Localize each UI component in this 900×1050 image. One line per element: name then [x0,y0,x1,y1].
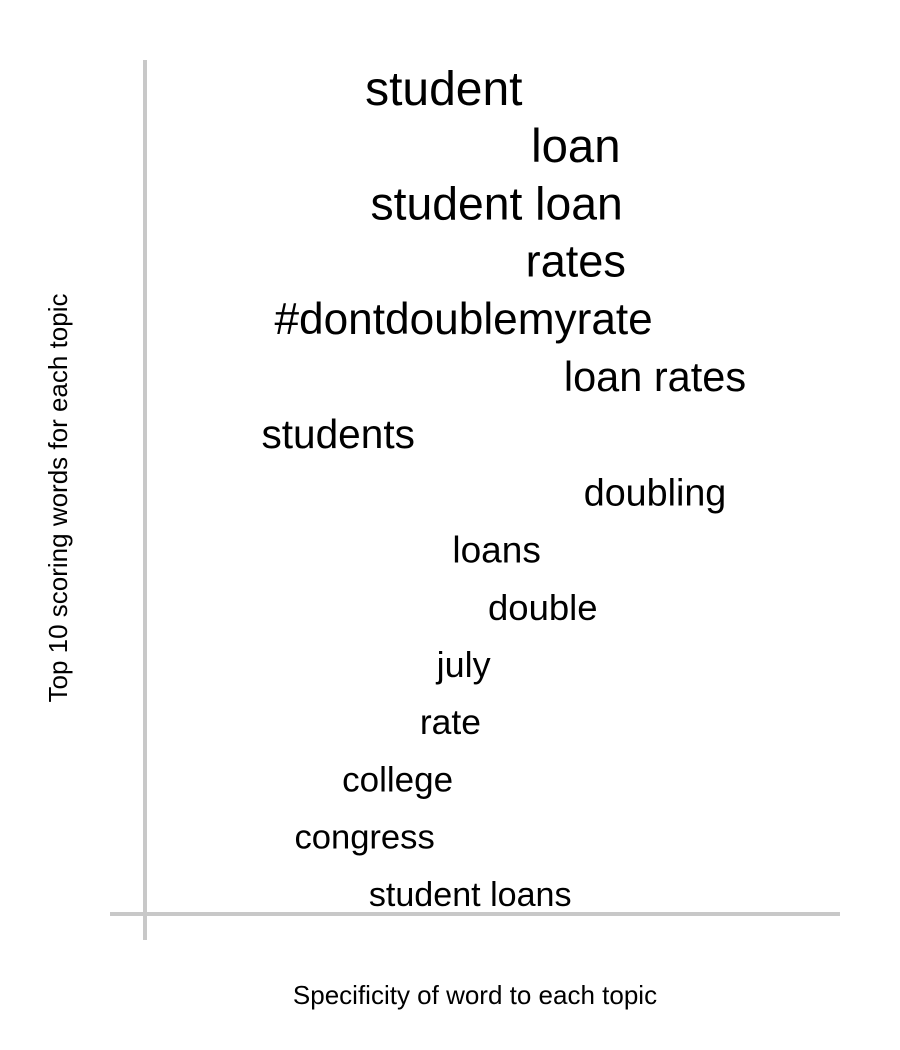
word-13: college [342,760,453,799]
word-1: student [365,63,522,116]
word-8: doubling [584,471,727,513]
word-14: congress [294,819,434,857]
word-11: july [436,644,491,685]
word-6: loan rates [564,353,746,400]
word-7: students [261,411,414,457]
word-3: student loan [370,177,622,229]
x-axis-label: Specificity of word to each topic [293,980,657,1010]
word-5: #dontdoublemyrate [274,295,652,344]
word-9: loans [452,530,540,571]
word-10: double [488,587,598,628]
word-4: rates [526,236,626,287]
word-15: student loans [369,876,572,914]
y-axis-label: Top 10 scoring words for each topic [43,294,73,703]
word-2: loan [531,120,620,173]
word-12: rate [420,702,481,742]
